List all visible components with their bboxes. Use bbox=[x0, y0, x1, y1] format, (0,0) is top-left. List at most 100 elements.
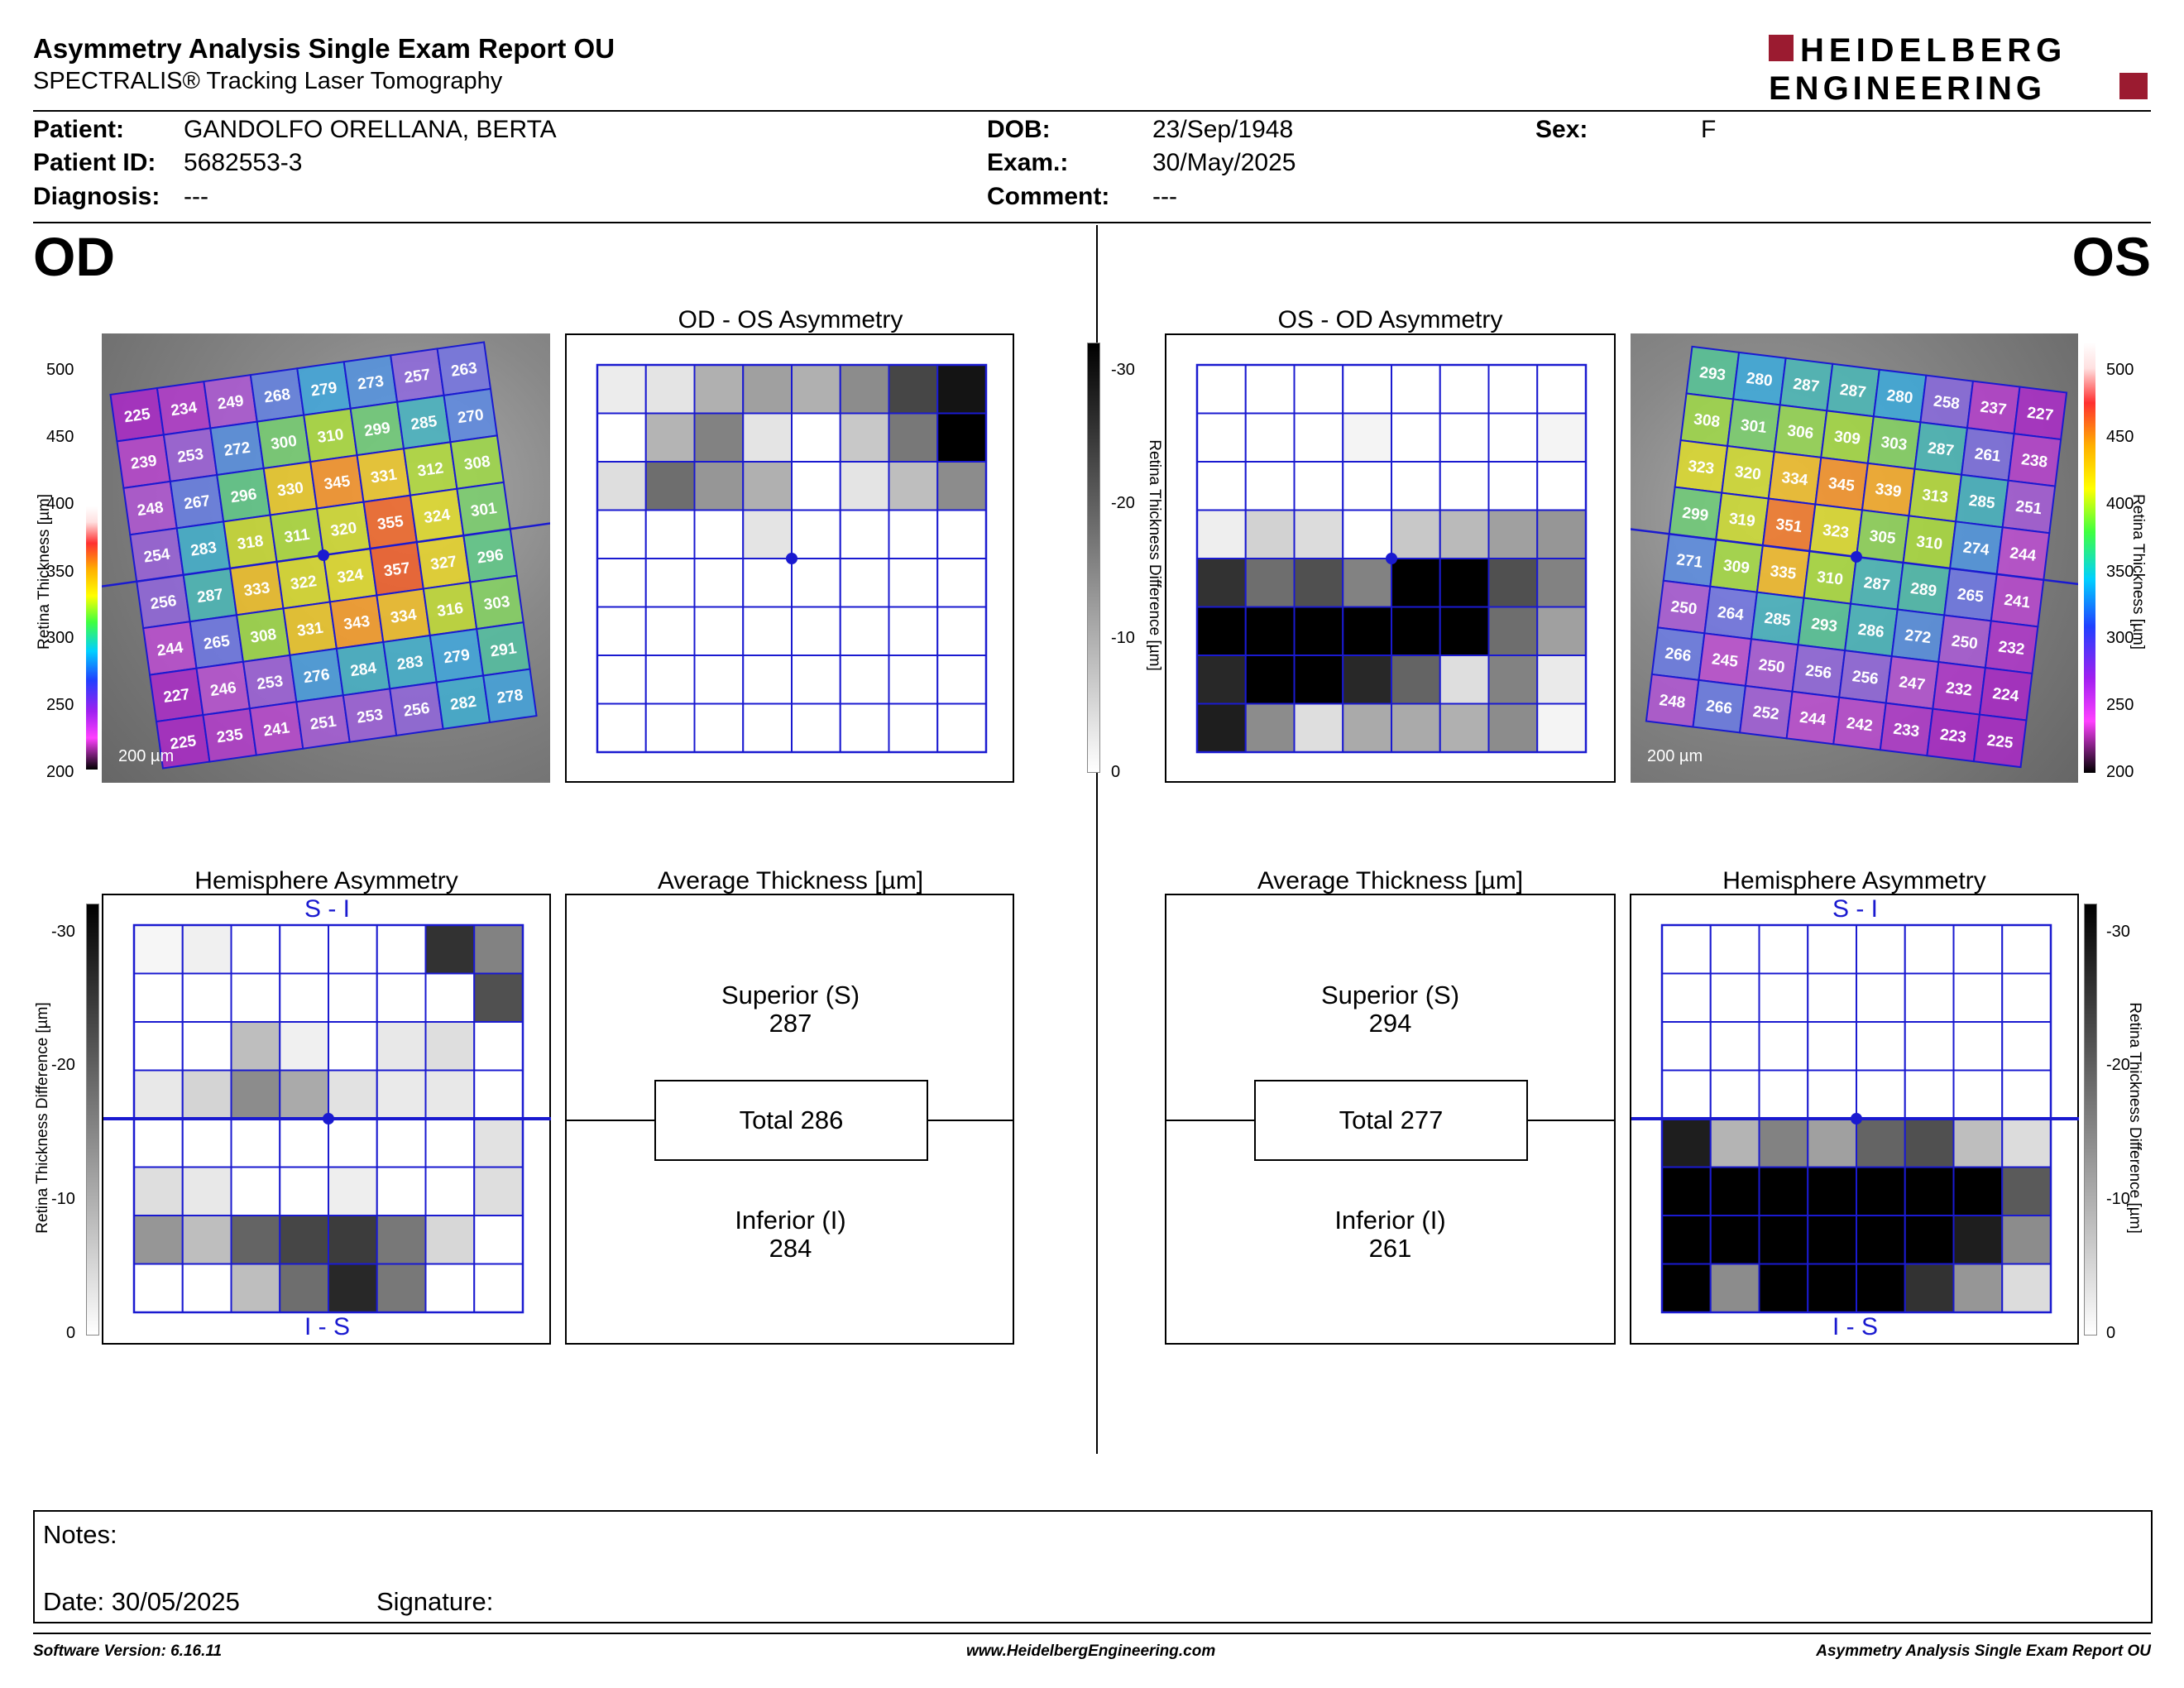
grid-cell bbox=[791, 364, 841, 415]
thickness-value: 266 bbox=[1664, 645, 1692, 665]
grid-cell bbox=[1342, 606, 1392, 656]
thickness-value: 256 bbox=[149, 592, 177, 613]
notes-box[interactable]: Notes: Date: 30/05/2025 Signature: bbox=[33, 1510, 2153, 1623]
grid-cell bbox=[424, 972, 476, 1023]
grid-cell bbox=[133, 1021, 184, 1072]
grid-cell bbox=[1342, 703, 1392, 753]
od-hemi-tick: 0 bbox=[66, 1324, 76, 1342]
grid-cell bbox=[1709, 1166, 1760, 1216]
os-hemi-top-label: S - I bbox=[1832, 895, 1878, 923]
thickness-value: 270 bbox=[457, 406, 485, 427]
os-map-tick: 250 bbox=[2106, 696, 2134, 714]
thickness-value: 274 bbox=[1962, 539, 1990, 559]
thickness-value: 309 bbox=[1833, 428, 1861, 448]
grid-cell bbox=[1904, 924, 1955, 975]
grid-cell bbox=[230, 1069, 281, 1120]
thickness-value: 327 bbox=[429, 553, 457, 573]
thickness-value: 252 bbox=[1752, 703, 1780, 724]
od-hemi-panel: S - I I - S bbox=[102, 894, 551, 1345]
grid-cell bbox=[644, 509, 696, 559]
thickness-value: 223 bbox=[1939, 727, 1967, 747]
grid-cell bbox=[1661, 972, 1712, 1023]
thickness-value: 225 bbox=[169, 732, 198, 753]
thickness-value: 258 bbox=[1933, 393, 1961, 414]
grid-cell bbox=[1536, 703, 1587, 753]
grid-cell bbox=[1536, 364, 1587, 415]
od-inferior-value: 284 bbox=[769, 1234, 812, 1263]
grid-cell bbox=[1536, 655, 1587, 705]
od-map-tick: 200 bbox=[46, 763, 74, 781]
thickness-value: 250 bbox=[1951, 632, 1979, 653]
grid-cell bbox=[1807, 1069, 1857, 1120]
thickness-value: 235 bbox=[216, 726, 245, 746]
grid-cell bbox=[279, 1021, 329, 1072]
grid-cell bbox=[279, 972, 329, 1023]
grid-cell bbox=[1342, 655, 1392, 705]
thickness-value: 267 bbox=[183, 492, 211, 513]
grid-cell bbox=[839, 412, 890, 463]
thickness-value: 283 bbox=[189, 539, 218, 559]
grid-cell bbox=[791, 558, 841, 608]
grid-cell bbox=[1196, 558, 1247, 608]
grid-cell bbox=[1904, 1069, 1955, 1120]
grid-cell bbox=[376, 1263, 427, 1313]
od-map-tick: 250 bbox=[46, 696, 74, 714]
os-map-tick: 300 bbox=[2106, 629, 2134, 647]
exam-label: Exam.: bbox=[987, 149, 1069, 176]
grid-cell bbox=[936, 412, 987, 463]
grid-cell bbox=[596, 606, 647, 656]
grid-cell bbox=[1952, 1263, 2004, 1313]
dob-label: DOB: bbox=[987, 116, 1051, 143]
grid-cell bbox=[1807, 1166, 1857, 1216]
grid-cell bbox=[376, 1166, 427, 1216]
od-hemi-grid bbox=[103, 923, 551, 1314]
thickness-value: 253 bbox=[256, 673, 284, 693]
grid-cell bbox=[2001, 972, 2052, 1023]
grid-cell bbox=[181, 1215, 232, 1265]
thickness-value: 335 bbox=[1769, 563, 1797, 583]
grid-cell bbox=[328, 1021, 378, 1072]
exam-value: 30/May/2025 bbox=[1152, 149, 1296, 176]
grid-cell bbox=[1758, 1263, 1809, 1313]
grid-cell bbox=[473, 972, 524, 1023]
grid-cell bbox=[888, 509, 939, 559]
thickness-value: 266 bbox=[1705, 698, 1733, 718]
grid-cell bbox=[133, 924, 184, 975]
grid-cell bbox=[424, 1263, 476, 1313]
thickness-value: 322 bbox=[290, 573, 318, 593]
grid-cell bbox=[133, 972, 184, 1023]
website-link[interactable]: www.HeidelbergEngineering.com bbox=[966, 1642, 1216, 1660]
grid-cell bbox=[644, 655, 696, 705]
grid-cell bbox=[1952, 972, 2004, 1023]
os-avg-title: Average Thickness [µm] bbox=[1257, 867, 1524, 894]
fovea-dot bbox=[323, 1113, 334, 1125]
od-map-tick: 300 bbox=[46, 629, 74, 647]
thickness-value: 244 bbox=[156, 639, 184, 659]
grid-cell bbox=[1391, 509, 1441, 559]
grid-cell bbox=[473, 1118, 524, 1168]
grid-cell bbox=[1196, 412, 1247, 463]
grid-cell bbox=[424, 924, 476, 975]
os-scale-bar: 200 µm bbox=[1647, 747, 1703, 765]
thickness-value: 244 bbox=[2009, 544, 2037, 565]
grid-cell bbox=[1439, 558, 1490, 608]
grid-cell bbox=[328, 924, 378, 975]
thickness-value: 249 bbox=[217, 392, 245, 413]
grid-cell bbox=[1807, 1118, 1857, 1168]
thickness-value: 237 bbox=[1980, 398, 2008, 419]
grid-cell bbox=[1342, 509, 1392, 559]
grid-cell bbox=[888, 655, 939, 705]
grid-cell bbox=[839, 509, 890, 559]
grid-cell bbox=[1439, 364, 1490, 415]
thickness-value: 308 bbox=[463, 453, 491, 473]
thickness-value: 251 bbox=[2014, 498, 2043, 519]
os-hemi-bottom-label: I - S bbox=[1832, 1313, 1878, 1340]
grid-cell bbox=[1661, 1215, 1712, 1265]
grid-cell bbox=[1244, 412, 1296, 463]
grid-cell bbox=[791, 509, 841, 559]
thickness-value: 232 bbox=[1945, 679, 1973, 700]
grid-cell bbox=[742, 655, 793, 705]
thickness-value: 319 bbox=[1728, 510, 1756, 530]
grid-cell bbox=[1293, 606, 1344, 656]
grid-cell bbox=[644, 412, 696, 463]
